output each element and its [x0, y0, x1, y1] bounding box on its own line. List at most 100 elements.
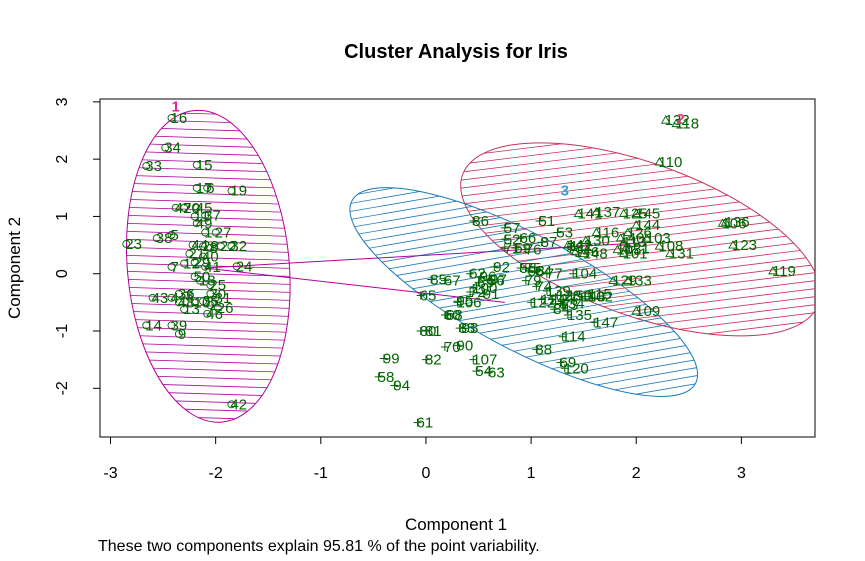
point-label: 82 [425, 352, 442, 369]
point-marker-circle [190, 272, 199, 281]
point-label: 121 [625, 240, 650, 257]
cluster-links [205, 241, 653, 303]
point-label: 114 [562, 329, 586, 346]
point-marker-triangle [665, 248, 675, 258]
x-tick-label: -1 [314, 465, 328, 482]
point-marker-plus [421, 355, 430, 364]
hatch-line [114, 284, 303, 296]
data-point: 69 [556, 355, 576, 372]
data-point: 106 [717, 215, 747, 232]
point-marker-circle [174, 289, 183, 298]
point-label: 136 [725, 214, 750, 231]
point-label: 101 [623, 246, 648, 263]
point-label: 57 [504, 220, 521, 237]
data-point: 148 [578, 246, 608, 263]
data-point: 110 [654, 154, 682, 171]
point-marker-plus [485, 276, 494, 285]
data-point: 53 [553, 224, 573, 241]
point-marker-triangle [620, 243, 631, 252]
hatch-line [325, 368, 723, 434]
point-label: 81 [425, 323, 442, 340]
point-label: 50 [194, 269, 211, 286]
hatch-line [325, 376, 723, 434]
point-label: 31 [215, 290, 232, 307]
point-label: 34 [164, 140, 181, 157]
hatch-line [114, 372, 303, 384]
point-label: 27 [215, 224, 232, 241]
point-marker-circle [167, 230, 176, 239]
point-label: 129 [612, 273, 637, 290]
point-label: 53 [556, 224, 573, 241]
point-marker-circle [180, 305, 189, 314]
data-point: 7 [167, 259, 179, 276]
point-marker-triangle [618, 208, 629, 218]
data-point: 102 [584, 289, 613, 306]
hatch-line [309, 456, 738, 530]
data-point: 93 [458, 320, 478, 337]
hatch-line [114, 196, 303, 208]
point-label: 147 [593, 314, 618, 331]
point-label: 120 [564, 360, 589, 377]
point-label: 48 [178, 294, 195, 311]
point-label: 79 [525, 273, 542, 290]
point-label: 2 [209, 297, 217, 314]
point-label: 52 [504, 231, 521, 248]
point-label: 18 [199, 273, 216, 290]
hatch-line [114, 300, 303, 312]
point-label: 33 [145, 158, 162, 175]
data-point: 5 [167, 227, 179, 244]
hatch-line [325, 150, 723, 211]
point-label: 143 [581, 289, 606, 306]
point-marker-circle [199, 242, 207, 251]
data-point: 8 [206, 240, 218, 257]
point-label: 118 [675, 116, 699, 133]
point-marker-triangle [631, 208, 642, 218]
point-marker-plus [553, 291, 562, 300]
data-point: 30 [206, 286, 226, 303]
data-point: 145 [631, 206, 660, 223]
data-point: 49 [192, 215, 212, 232]
point-marker-plus [413, 418, 422, 427]
data-point: 76 [521, 242, 542, 259]
point-marker-plus [390, 381, 399, 390]
point-marker-circle [167, 113, 176, 122]
point-label: 91 [483, 286, 500, 303]
hatch-line [114, 108, 303, 120]
hatch-line [114, 220, 303, 232]
point-marker-circle [161, 143, 170, 152]
point-marker-plus [537, 238, 546, 247]
hatch-line [114, 340, 303, 352]
hatch-line [325, 392, 723, 434]
hatch-line [325, 328, 723, 403]
point-marker-triangle [618, 237, 629, 246]
data-point: 62 [466, 266, 486, 283]
data-point: 26 [213, 300, 233, 317]
point-label: 25 [209, 277, 226, 294]
data-point: 59 [511, 240, 531, 257]
point-label: 106 [457, 294, 482, 311]
point-label: 62 [469, 266, 486, 283]
data-point: 94 [390, 377, 410, 394]
point-marker-plus [548, 295, 557, 304]
point-label: 102 [588, 289, 613, 306]
hatch-line [114, 268, 303, 280]
point-marker-circle [185, 249, 194, 258]
hatch-line [436, 103, 815, 113]
point-marker-plus [466, 288, 475, 297]
point-marker-circle [201, 211, 210, 220]
point-marker-circle [206, 243, 215, 252]
hatch-line [114, 388, 303, 400]
point-label: 21 [188, 246, 205, 263]
point-marker-plus [563, 291, 572, 300]
y-tick-label: -2 [54, 381, 71, 395]
data-point: 134 [556, 296, 585, 313]
hatch-line [114, 428, 303, 430]
cluster-label-3: 3 [561, 183, 569, 200]
data-point: 52 [500, 231, 521, 248]
point-label: 67 [444, 273, 461, 290]
hatch-line [114, 292, 303, 304]
point-label: 100 [472, 280, 497, 297]
point-marker-plus [469, 284, 478, 293]
data-point: 22 [216, 238, 237, 255]
